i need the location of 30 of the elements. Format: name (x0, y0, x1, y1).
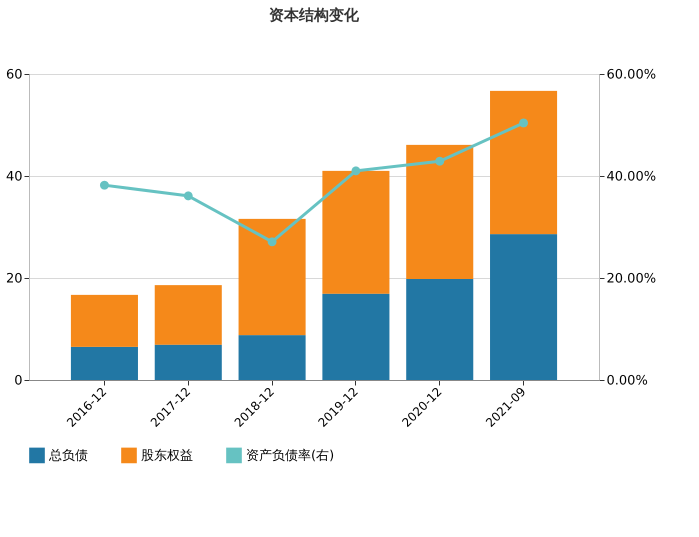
bar (238, 335, 306, 380)
bar (70, 346, 138, 380)
bar (154, 285, 222, 345)
y2-tick-label: 40.00% (606, 170, 656, 184)
point (268, 237, 277, 246)
y-tick-label: 20 (6, 272, 22, 286)
point (184, 191, 193, 200)
point (435, 156, 444, 166)
bar (490, 234, 558, 380)
y2-tick-label: 60.00% (606, 68, 656, 82)
bar (238, 218, 306, 336)
y-tick-label: 60 (6, 68, 22, 82)
legend-label: 股东权益 (141, 448, 193, 464)
bar (70, 294, 138, 347)
point (100, 180, 109, 190)
bar (154, 344, 222, 380)
bar (490, 90, 558, 234)
legend-label: 资产负债率(右) (246, 447, 334, 464)
bar (322, 294, 390, 380)
y-tick-label: 40 (6, 170, 22, 184)
bar (406, 144, 474, 280)
y2-tick-label: 20.00% (606, 272, 656, 286)
bar (322, 170, 390, 294)
y-tick-label: 0 (14, 374, 22, 388)
y2-tick-label: 0.00% (606, 374, 648, 388)
point (519, 118, 528, 128)
legend-label: 总负债 (48, 448, 88, 464)
chart-title: 资本结构变化 (269, 6, 360, 24)
bar (406, 279, 474, 380)
point (351, 166, 360, 176)
